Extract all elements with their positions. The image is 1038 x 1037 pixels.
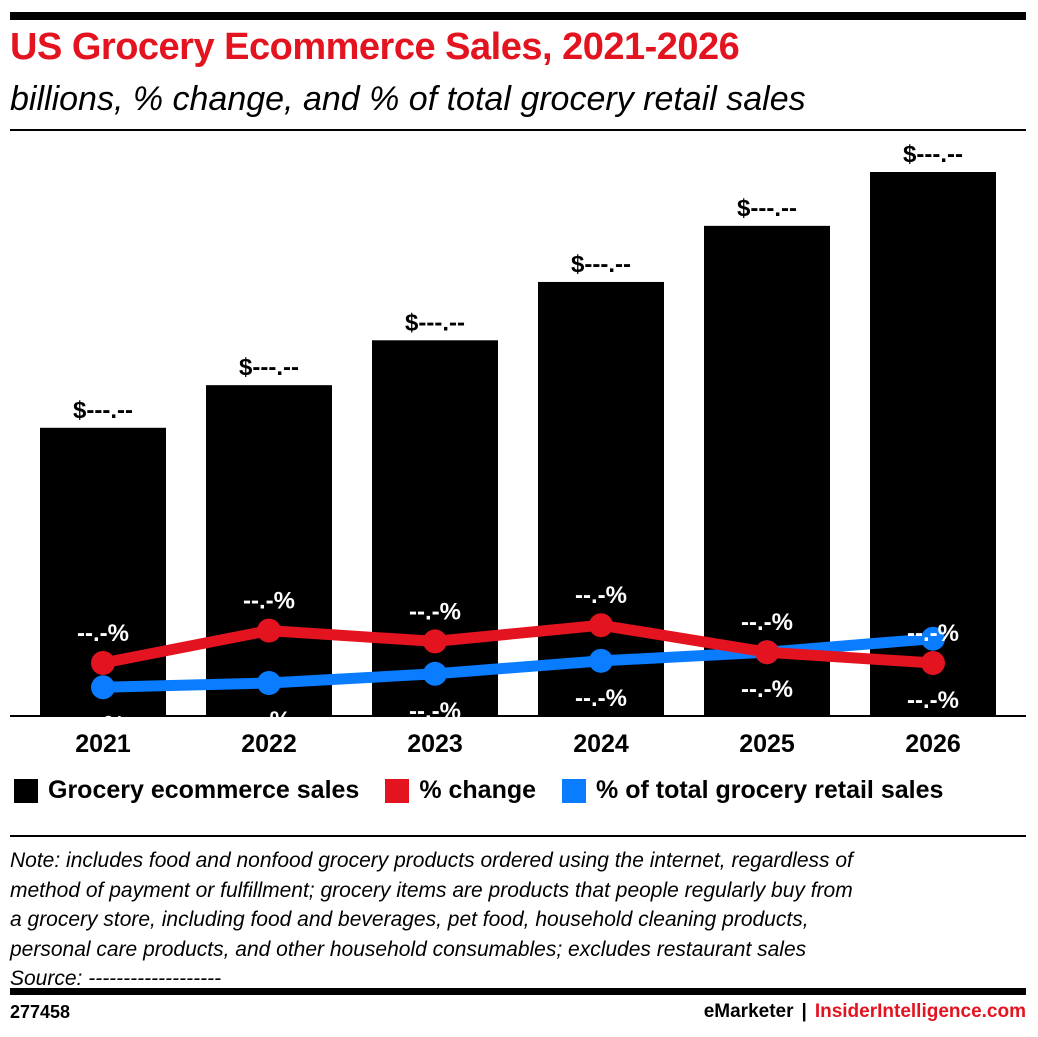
note-line: personal care products, and other househ… — [10, 937, 807, 961]
brand-insider-intelligence[interactable]: InsiderIntelligence.com — [814, 1001, 1026, 1022]
chart-id: 277458 — [10, 1002, 71, 1022]
change-value-label: --.-% — [77, 620, 129, 647]
legend-item-share: % of total grocery retail sales — [562, 776, 943, 805]
x-tick-label: 2021 — [75, 730, 131, 758]
bar — [870, 172, 996, 715]
change-point — [755, 640, 779, 665]
change-point — [257, 618, 281, 643]
share-value-label: --.-% — [409, 698, 461, 725]
subtitle-rule — [10, 129, 1026, 131]
x-tick-label: 2026 — [905, 730, 961, 758]
change-value-label: --.-% — [243, 588, 295, 615]
legend-swatch-sales — [14, 778, 38, 803]
chart-note: Note: includes food and nonfood grocery … — [10, 846, 1026, 994]
note-rule — [10, 835, 1026, 837]
change-point — [91, 651, 115, 675]
note-line: a grocery store, including food and beve… — [10, 908, 809, 931]
legend-swatch-share — [562, 778, 587, 803]
change-line — [97, 619, 939, 669]
x-tick-label: 2023 — [407, 730, 463, 758]
share-point — [921, 626, 945, 651]
brand-separator: | — [801, 1001, 807, 1022]
x-tick-label: 2024 — [573, 730, 629, 758]
change-value-label: --.-% — [741, 609, 793, 636]
share-point — [257, 670, 281, 695]
change-point — [589, 613, 613, 638]
x-axis-line — [10, 715, 1026, 717]
share-point — [423, 661, 447, 686]
share-value-label: --.-% — [741, 676, 793, 703]
share-value-label: --.-% — [575, 685, 627, 712]
share-value-label: --.-% — [907, 687, 959, 714]
chart-title: US Grocery Ecommerce Sales, 2021-2026 — [10, 26, 740, 68]
chart-subtitle: billions, % change, and % of total groce… — [10, 80, 806, 118]
legend-label-change: % change — [419, 776, 537, 804]
footer-rule — [10, 988, 1026, 995]
share-point — [589, 648, 613, 673]
bar — [538, 281, 664, 715]
x-tick-label: 2025 — [739, 730, 795, 758]
legend-item-change: % change — [385, 776, 536, 805]
footer-brand[interactable]: eMarketer | InsiderIntelligence.com — [704, 1001, 1026, 1023]
brand-emarketer[interactable]: eMarketer — [703, 1001, 794, 1022]
bar-value-label: $---.-- — [405, 309, 465, 336]
change-point — [921, 651, 945, 675]
bar-value-label: $---.-- — [903, 141, 963, 168]
share-point — [91, 675, 115, 700]
change-value-label: --.-% — [575, 582, 627, 609]
note-line: method of payment or fulfillment; grocer… — [10, 878, 853, 902]
share-value-label: -.-% — [81, 711, 125, 738]
legend-label-share: % of total grocery retail sales — [596, 776, 944, 804]
top-rule — [10, 12, 1026, 20]
x-tick-label: 2022 — [241, 730, 297, 758]
bar-value-label: $---.-- — [737, 195, 797, 222]
bar — [704, 225, 830, 715]
bar — [206, 385, 332, 715]
bar-value-label: $---.-- — [239, 354, 299, 381]
legend-swatch-change — [385, 778, 410, 803]
change-value-label: --.-% — [409, 598, 461, 625]
source-line: Source: ------------------- — [10, 967, 222, 990]
share-value-label: -.-% — [247, 707, 291, 734]
note-line: Note: includes food and nonfood grocery … — [10, 849, 853, 872]
bar — [372, 340, 498, 715]
change-value-label: --.-% — [907, 620, 959, 647]
change-point — [423, 629, 447, 654]
bar-value-label: $---.-- — [73, 397, 133, 424]
bar-value-label: $---.-- — [571, 251, 631, 278]
chart-legend: Grocery ecommerce sales % change % of to… — [14, 776, 943, 805]
legend-item-sales: Grocery ecommerce sales — [14, 776, 359, 805]
legend-label-sales: Grocery ecommerce sales — [48, 776, 360, 804]
chart-plot: $---.-- $---.-- $---.-- $---.-- $---.-- $---.… — [10, 141, 1026, 758]
